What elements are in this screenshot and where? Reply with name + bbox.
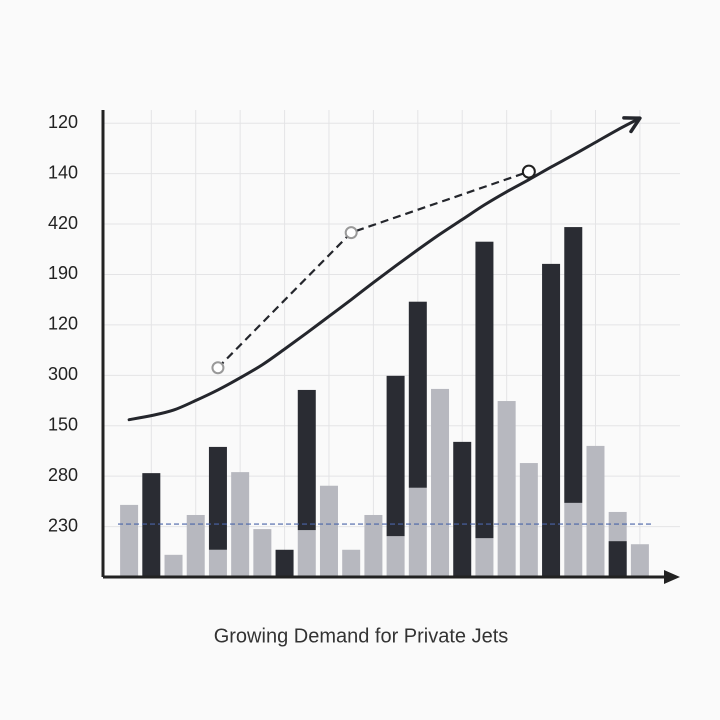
bar xyxy=(342,549,361,577)
dashed-point xyxy=(211,361,225,375)
range-bar xyxy=(475,241,494,539)
bar xyxy=(186,514,205,577)
trend-arrowhead xyxy=(622,116,642,134)
y-tick-label: 150 xyxy=(48,414,78,434)
range-bar xyxy=(297,389,316,531)
range-bar xyxy=(275,549,294,577)
bar xyxy=(120,504,139,577)
bar xyxy=(586,445,605,577)
bar xyxy=(386,536,405,577)
bar xyxy=(408,487,427,577)
bar xyxy=(630,544,649,577)
y-tick-label: 230 xyxy=(48,515,78,535)
range-bar xyxy=(142,473,161,577)
x-axis-arrow xyxy=(664,570,680,584)
y-tick-label: 120 xyxy=(48,112,78,132)
bar xyxy=(253,529,272,577)
bar xyxy=(475,538,494,577)
y-tick-label: 190 xyxy=(48,263,78,283)
y-tick-label: 120 xyxy=(48,314,78,334)
range-bar xyxy=(453,441,472,577)
bar xyxy=(519,463,538,577)
bar xyxy=(564,502,583,577)
bar xyxy=(497,401,516,577)
range-bar xyxy=(408,301,427,488)
trend-line xyxy=(127,116,642,422)
y-tick-label: 280 xyxy=(48,465,78,485)
range-bar xyxy=(208,446,227,550)
range-bar xyxy=(542,263,561,577)
y-tick-label: 300 xyxy=(48,364,78,384)
range-bar xyxy=(386,375,405,537)
bar xyxy=(431,388,450,577)
bar xyxy=(297,530,316,577)
y-tick-label: 140 xyxy=(48,162,78,182)
bar xyxy=(208,549,227,577)
bar xyxy=(319,485,338,577)
bar xyxy=(364,514,383,577)
dashed-point xyxy=(521,164,536,179)
chart-title: Growing Demand for Private Jets xyxy=(214,625,509,647)
dashed-point xyxy=(344,226,358,240)
range-bar xyxy=(564,227,583,503)
bar xyxy=(164,554,183,577)
range-bar xyxy=(608,541,627,577)
y-tick-label: 420 xyxy=(48,213,78,233)
